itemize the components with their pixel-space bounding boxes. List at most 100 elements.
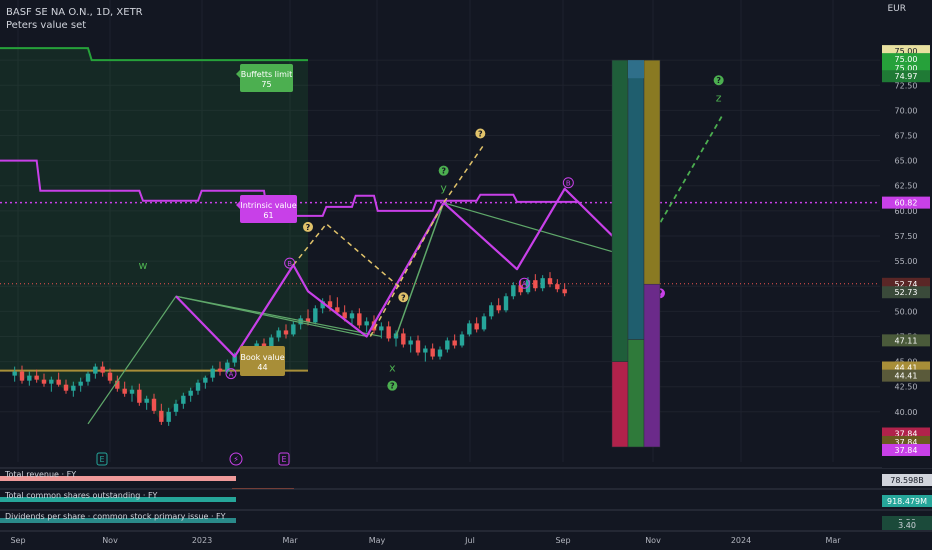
wave-line-green-2[interactable] xyxy=(175,295,382,338)
candle-body-29[interactable] xyxy=(225,362,230,372)
candle-body-14[interactable] xyxy=(115,380,120,389)
wave-line-purple[interactable] xyxy=(175,187,639,358)
candle-body-72[interactable] xyxy=(540,278,545,289)
candle-body-30[interactable] xyxy=(232,355,237,363)
price-tick-1: 42.50 xyxy=(895,383,918,392)
pane-bg-0 xyxy=(0,468,880,488)
candle-body-74[interactable] xyxy=(555,284,560,290)
candle-body-2[interactable] xyxy=(27,375,32,381)
earnings-marker-2-frame[interactable] xyxy=(278,452,290,466)
candle-body-57[interactable] xyxy=(430,348,435,357)
candle-body-50[interactable] xyxy=(379,326,384,331)
candle-body-66[interactable] xyxy=(496,305,501,311)
candle-body-41[interactable] xyxy=(313,308,318,323)
candle-body-64[interactable] xyxy=(481,316,487,330)
candle-body-27[interactable] xyxy=(210,368,215,378)
candle-body-45[interactable] xyxy=(342,312,347,319)
buffett-box-box[interactable] xyxy=(240,64,293,92)
candle-body-4[interactable] xyxy=(41,379,47,384)
candle-body-35[interactable] xyxy=(269,337,274,349)
candle-body-63[interactable] xyxy=(474,323,479,330)
candle-body-53[interactable] xyxy=(401,333,406,345)
candle-body-3[interactable] xyxy=(34,375,39,380)
candle-body-7[interactable] xyxy=(63,384,69,391)
indicator-title[interactable]: Peters value set xyxy=(6,20,87,31)
candle-body-19[interactable] xyxy=(151,398,157,411)
candle-body-5[interactable] xyxy=(49,379,54,384)
candle-body-73[interactable] xyxy=(547,278,553,285)
candle-body-44[interactable] xyxy=(335,307,340,313)
candle-body-1[interactable] xyxy=(19,371,25,381)
candle-body-20[interactable] xyxy=(159,410,164,422)
book-box-box[interactable] xyxy=(240,346,285,376)
candle-body-15[interactable] xyxy=(122,388,127,394)
candle-body-56[interactable] xyxy=(423,348,428,353)
wave-line-yellow-dashed[interactable] xyxy=(292,223,401,288)
candle-body-22[interactable] xyxy=(173,403,179,412)
candle-body-46[interactable] xyxy=(349,313,355,319)
intrinsic-box-box[interactable] xyxy=(240,195,297,223)
wave-line-yellow-dashed-2[interactable] xyxy=(369,144,485,337)
candle-body-37[interactable] xyxy=(283,330,289,335)
candle-body-55[interactable] xyxy=(415,340,421,353)
candle-body-65[interactable] xyxy=(489,305,494,317)
candle-body-8[interactable] xyxy=(71,385,76,391)
candle-body-24[interactable] xyxy=(188,390,193,396)
time-tick-6: Sep xyxy=(555,536,570,545)
time-axis[interactable]: Sep Nov 2023 Mar May Jul Sep Nov 2024 Mar xyxy=(0,530,932,550)
candle-body-75[interactable] xyxy=(562,289,567,294)
candle-body-13[interactable] xyxy=(107,372,113,381)
candle-body-48[interactable] xyxy=(364,321,369,326)
candle-body-11[interactable] xyxy=(93,366,98,374)
candle-body-28[interactable] xyxy=(217,368,223,372)
candle-body-54[interactable] xyxy=(408,340,413,345)
symbol-title[interactable]: BASF SE NA O.N., 1D, XETR xyxy=(6,7,143,18)
wave-line-green-up[interactable] xyxy=(395,202,445,337)
candle-body-69[interactable] xyxy=(518,285,523,293)
candle-body-34[interactable] xyxy=(261,343,267,349)
candle-body-42[interactable] xyxy=(320,301,325,309)
candle-body-18[interactable] xyxy=(144,398,149,403)
candle-body-67[interactable] xyxy=(503,296,509,311)
time-tick-2: 2023 xyxy=(192,536,212,545)
candle-body-26[interactable] xyxy=(203,377,208,383)
candle-body-12[interactable] xyxy=(100,366,105,373)
dividend-marker-circle[interactable] xyxy=(229,452,243,466)
candle-body-39[interactable] xyxy=(298,318,303,325)
candle-body-62[interactable] xyxy=(467,323,472,335)
candle-body-68[interactable] xyxy=(511,285,516,297)
candle-body-21[interactable] xyxy=(166,411,171,422)
candle-body-43[interactable] xyxy=(327,301,333,308)
candle-body-40[interactable] xyxy=(305,318,311,323)
gauge-col2-cap xyxy=(628,60,644,79)
candle-body-61[interactable] xyxy=(459,334,465,346)
candle-body-47[interactable] xyxy=(357,313,362,326)
candle-body-10[interactable] xyxy=(85,373,91,382)
candle-body-71[interactable] xyxy=(533,280,538,289)
candle-body-58[interactable] xyxy=(437,349,443,357)
candle-body-9[interactable] xyxy=(78,381,83,386)
candle-body-38[interactable] xyxy=(291,324,296,335)
candle-body-6[interactable] xyxy=(56,379,61,385)
candle-body-36[interactable] xyxy=(276,330,281,338)
candle-body-0[interactable] xyxy=(12,371,17,376)
candle-body-59[interactable] xyxy=(445,340,450,350)
buffett-box-title: Buffetts limit xyxy=(241,70,293,79)
wave-label-circle-2 xyxy=(284,257,296,269)
candle-body-16[interactable] xyxy=(129,389,135,394)
candle-body-17[interactable] xyxy=(137,389,142,403)
candle-body-51[interactable] xyxy=(386,326,391,339)
price-axis[interactable]: 40.0042.5045.0047.5050.0052.5055.0057.50… xyxy=(882,0,932,468)
pane-label-0: Total revenue · FY xyxy=(4,470,76,479)
candle-body-23[interactable] xyxy=(181,395,186,404)
time-tick-0: Sep xyxy=(10,536,25,545)
gauge-col3-seg-0 xyxy=(643,283,661,448)
candle-body-25[interactable] xyxy=(195,382,201,391)
candle-body-60[interactable] xyxy=(452,340,457,346)
wave-label-text-2: B xyxy=(287,260,292,268)
wave-label-circle-13 xyxy=(475,128,486,139)
price-label-text-2: 75.00 xyxy=(895,64,918,73)
wave-label-text-17: ? xyxy=(716,76,721,85)
earnings-marker-1-frame[interactable] xyxy=(96,452,108,466)
